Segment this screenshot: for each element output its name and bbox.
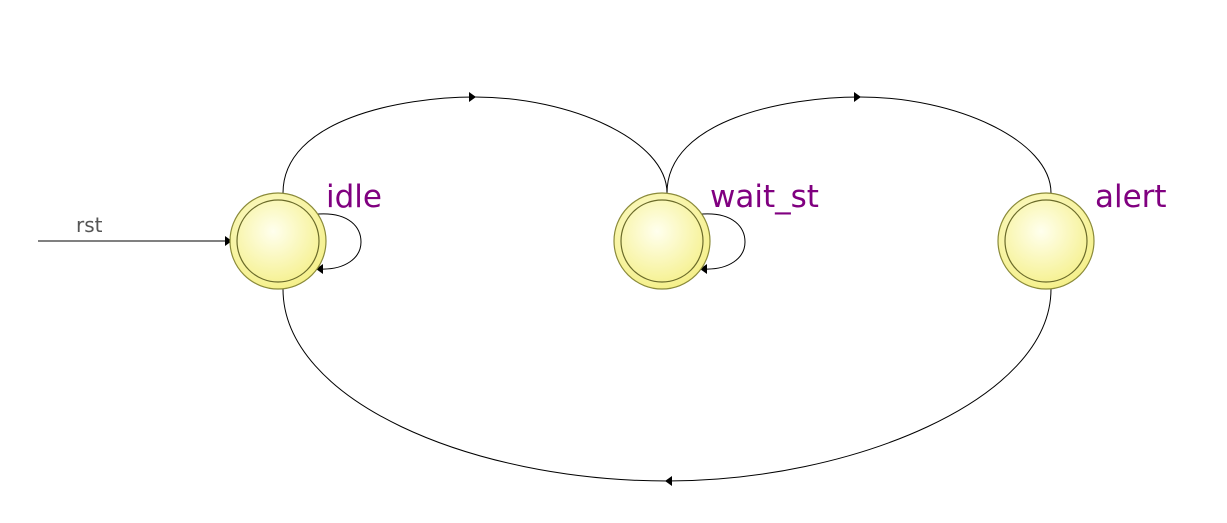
state-label-wait-st: wait_st [710,179,819,215]
transition-idle-self-loop[interactable] [316,213,362,274]
arrowhead-alert-to-idle [665,476,672,486]
reset-label: rst [76,213,103,237]
state-label-idle: idle [326,179,382,215]
transition-idle-to-wait-st[interactable] [282,92,668,194]
arrowhead-idle-to-wait-st [469,92,476,102]
transition-wait-st-self-loop[interactable] [700,213,746,274]
state-idle[interactable] [229,192,327,290]
reset-transition[interactable] [38,236,232,246]
state-wait-st[interactable] [613,192,711,290]
state-alert[interactable] [997,192,1095,290]
arrowhead-wait-st-self-loop [700,264,707,274]
arrowhead-wait-st-to-alert [854,92,861,102]
transition-alert-to-idle[interactable] [282,288,1052,486]
reset-arrowhead [225,236,232,246]
arrowhead-idle-self-loop [316,264,323,274]
transition-wait-st-to-alert[interactable] [666,92,1052,194]
state-label-alert: alert [1095,179,1167,215]
